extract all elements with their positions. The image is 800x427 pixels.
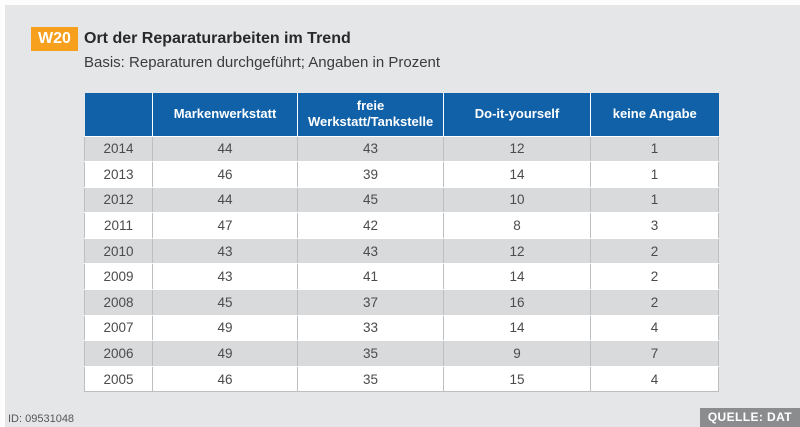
table-cell-value: 12: [443, 238, 591, 265]
figure-header: W20 Ort der Reparaturarbeiten im Trend B…: [31, 27, 440, 74]
figure-titles: Ort der Reparaturarbeiten im Trend Basis…: [84, 27, 440, 74]
table-cell-value: 43: [297, 238, 444, 265]
table-cell-value: 44: [152, 136, 298, 163]
table-cell-value: 2: [590, 263, 719, 291]
table-cell-value: 45: [297, 187, 444, 214]
row-year-label: 2006: [84, 340, 153, 367]
table-cell-value: 8: [443, 212, 591, 239]
table-cell-value: 3: [590, 212, 719, 239]
table-cell-value: 4: [590, 315, 719, 342]
data-table: Markenwerkstatt freie Werkstatt/Tankstel…: [84, 93, 719, 393]
figure-number-badge: W20: [31, 27, 78, 51]
table-cell-value: 16: [443, 289, 591, 316]
table-cell-value: 1: [590, 187, 719, 214]
table-cell-value: 47: [152, 212, 298, 239]
table-body: 2014 44 43 12 1 2013 46 39 14 1 2012 44 45 10 1 2011 47 4…: [84, 136, 719, 393]
table-row: 2012 44 45 10 1: [84, 187, 719, 214]
table-header: Markenwerkstatt freie Werkstatt/Tankstel…: [84, 93, 719, 137]
table-row: 2009 43 41 14 2: [84, 263, 719, 291]
table-row: 2014 44 43 12 1: [84, 136, 719, 163]
table-cell-value: 9: [443, 340, 591, 367]
figure-panel: W20 Ort der Reparaturarbeiten im Trend B…: [5, 5, 800, 427]
table-cell-value: 43: [152, 263, 298, 291]
table-cell-value: 1: [590, 136, 719, 163]
source-badge: QUELLE: DAT: [699, 408, 800, 427]
table-cell-value: 14: [443, 263, 591, 291]
table-cell-value: 1: [590, 161, 719, 188]
figure-subtitle: Basis: Reparaturen durchgeführt; Angaben…: [84, 54, 441, 71]
column-header-year: [84, 93, 153, 137]
table-row: 2013 46 39 14 1: [84, 161, 719, 188]
figure-title: Ort der Reparaturarbeiten im Trend: [84, 30, 351, 47]
table-cell-value: 37: [297, 289, 444, 316]
table-cell-value: 41: [297, 263, 444, 291]
column-header-keine-angabe: keine Angabe: [590, 93, 719, 137]
table-cell-value: 43: [297, 136, 444, 163]
column-header-freie-werkstatt: freie Werkstatt/Tankstelle: [297, 93, 444, 137]
table-cell-value: 15: [443, 366, 591, 393]
row-year-label: 2008: [84, 289, 153, 316]
table-cell-value: 46: [152, 366, 298, 393]
table-cell-value: 10: [443, 187, 591, 214]
table-row: 2006 49 35 9 7: [84, 340, 719, 367]
table-cell-value: 7: [590, 340, 719, 367]
figure-id-label: ID: 09531048: [8, 413, 75, 425]
table-row: 2010 43 43 12 2: [84, 238, 719, 265]
table-cell-value: 49: [152, 315, 298, 342]
table-cell-value: 35: [297, 340, 444, 367]
row-year-label: 2013: [84, 161, 153, 188]
row-year-label: 2007: [84, 315, 153, 342]
table-cell-value: 42: [297, 212, 444, 239]
table-row: 2011 47 42 8 3: [84, 212, 719, 239]
table-row: 2007 49 33 14 4: [84, 315, 719, 342]
row-year-label: 2010: [84, 238, 153, 265]
column-header-do-it-yourself: Do-it-yourself: [443, 93, 591, 137]
table-cell-value: 4: [590, 366, 719, 393]
table-cell-value: 2: [590, 238, 719, 265]
row-year-label: 2014: [84, 136, 153, 163]
row-year-label: 2012: [84, 187, 153, 214]
table-cell-value: 49: [152, 340, 298, 367]
table-cell-value: 39: [297, 161, 444, 188]
table-cell-value: 35: [297, 366, 444, 393]
table-header-row: Markenwerkstatt freie Werkstatt/Tankstel…: [84, 93, 719, 137]
table-cell-value: 33: [297, 315, 444, 342]
table-cell-value: 14: [443, 315, 591, 342]
table-cell-value: 44: [152, 187, 298, 214]
table-cell-value: 14: [443, 161, 591, 188]
row-year-label: 2009: [84, 263, 153, 291]
table-cell-value: 46: [152, 161, 298, 188]
table-cell-value: 2: [590, 289, 719, 316]
row-year-label: 2005: [84, 366, 153, 393]
table-cell-value: 43: [152, 238, 298, 265]
row-year-label: 2011: [84, 212, 153, 239]
column-header-markenwerkstatt: Markenwerkstatt: [152, 93, 298, 137]
table-row: 2005 46 35 15 4: [84, 366, 719, 393]
table-cell-value: 12: [443, 136, 591, 163]
table-cell-value: 45: [152, 289, 298, 316]
table-row: 2008 45 37 16 2: [84, 289, 719, 316]
